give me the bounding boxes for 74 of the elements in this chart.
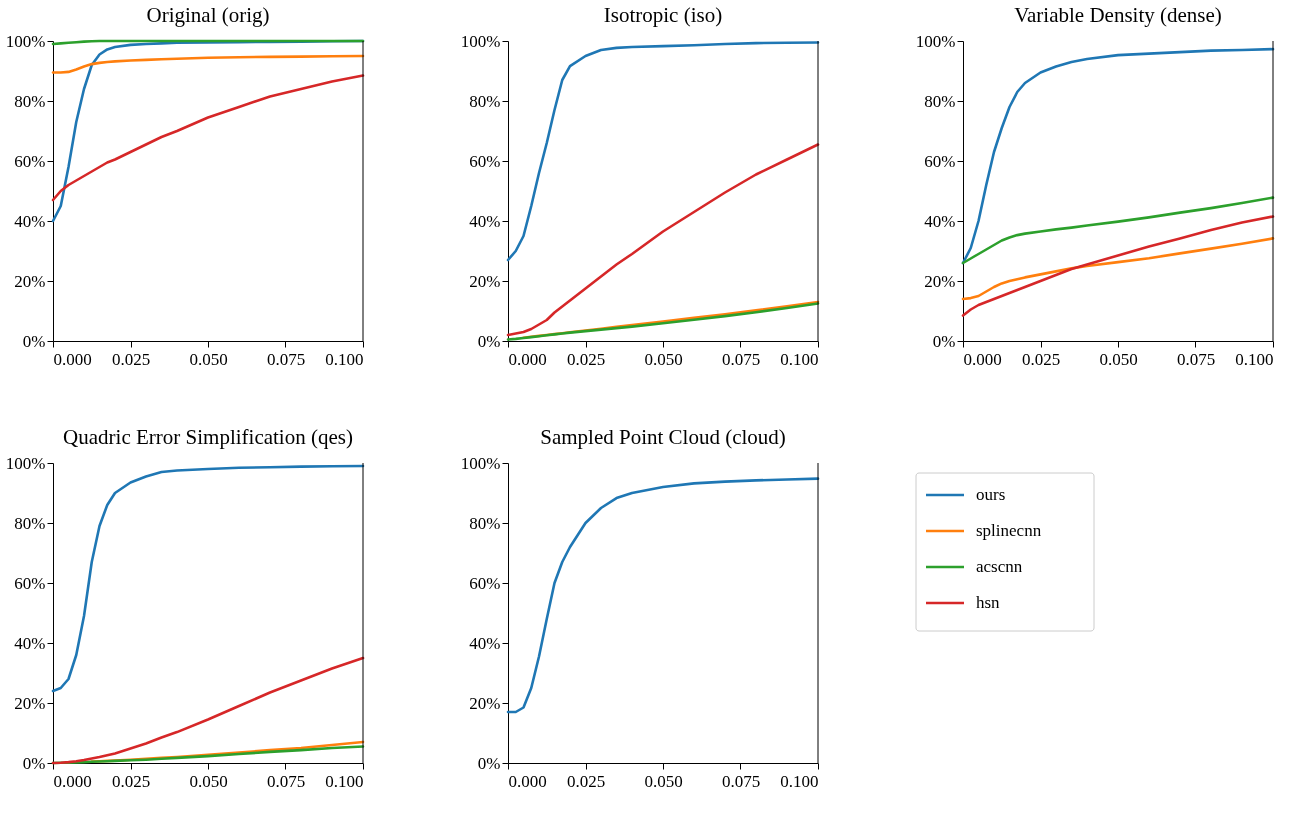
x-tick-label: 0.000 (53, 771, 92, 791)
y-tick-label: 0% (22, 753, 46, 773)
y-tick-label: 100% (915, 31, 956, 51)
line-series (961, 237, 1275, 301)
y-tick-label: 100% (460, 453, 501, 473)
y-tick-label: 80% (469, 513, 501, 533)
y-tick-label: 40% (14, 633, 46, 653)
y-tick-label: 0% (22, 331, 46, 351)
x-tick-label: 0.025 (111, 771, 151, 791)
x-tick-label: 0.050 (644, 349, 683, 369)
y-tick-label: 60% (469, 573, 501, 593)
y-tick-label: 60% (14, 573, 46, 593)
x-tick-label: 0.025 (566, 349, 606, 369)
line-series (51, 464, 365, 693)
y-tick-label: 60% (469, 151, 501, 171)
y-tick-label: 20% (469, 271, 501, 291)
y-tick-label: 20% (469, 693, 501, 713)
line-series (506, 143, 820, 337)
x-tick-label: 0.075 (266, 771, 306, 791)
x-tick-label: 0.050 (644, 771, 683, 791)
y-tick-label: 100% (5, 453, 46, 473)
x-tick-label: 0.000 (53, 349, 92, 369)
line-series (51, 74, 365, 202)
legend-label: acscnn (976, 557, 1023, 576)
x-tick-label: 0.100 (780, 349, 819, 369)
y-tick-label: 20% (924, 271, 956, 291)
x-tick-label: 0.050 (1099, 349, 1138, 369)
x-tick-label: 0.100 (325, 771, 364, 791)
line-series (961, 196, 1275, 265)
y-tick-label: 60% (14, 151, 46, 171)
x-tick-label: 0.000 (508, 349, 547, 369)
chart-title: Variable Density (dense) (1014, 3, 1222, 27)
legend-label: splinecnn (976, 521, 1042, 540)
y-tick-label: 40% (924, 211, 956, 231)
x-tick-label: 0.050 (189, 349, 228, 369)
x-tick-label: 0.075 (721, 771, 761, 791)
y-tick-label: 0% (477, 753, 501, 773)
y-tick-label: 60% (924, 151, 956, 171)
y-tick-label: 100% (5, 31, 46, 51)
x-tick-label: 0.000 (508, 771, 547, 791)
x-tick-label: 0.000 (963, 349, 1002, 369)
line-series (506, 477, 820, 714)
y-tick-label: 20% (14, 693, 46, 713)
line-series (961, 215, 1275, 317)
y-tick-label: 80% (14, 91, 46, 111)
legend-label: hsn (976, 593, 1001, 612)
line-series (506, 41, 820, 262)
y-tick-label: 0% (477, 331, 501, 351)
x-tick-label: 0.100 (780, 771, 819, 791)
x-tick-label: 0.075 (1176, 349, 1216, 369)
chart-title: Quadric Error Simplification (qes) (63, 425, 353, 449)
y-tick-label: 0% (932, 331, 956, 351)
legend-label: ours (976, 485, 1006, 504)
y-tick-label: 80% (14, 513, 46, 533)
x-tick-label: 0.025 (1021, 349, 1061, 369)
line-series (51, 54, 365, 74)
x-tick-label: 0.075 (266, 349, 306, 369)
y-tick-label: 20% (14, 271, 46, 291)
x-tick-label: 0.050 (189, 771, 228, 791)
x-tick-label: 0.025 (566, 771, 606, 791)
chart-title: Original (orig) (146, 3, 270, 27)
y-tick-label: 40% (14, 211, 46, 231)
x-tick-label: 0.100 (325, 349, 364, 369)
chart-title: Sampled Point Cloud (cloud) (540, 425, 786, 449)
line-series (961, 47, 1275, 265)
x-tick-label: 0.025 (111, 349, 151, 369)
x-tick-label: 0.075 (721, 349, 761, 369)
y-tick-label: 80% (469, 91, 501, 111)
y-tick-label: 80% (924, 91, 956, 111)
x-tick-label: 0.100 (1235, 349, 1274, 369)
y-tick-label: 40% (469, 633, 501, 653)
y-tick-label: 40% (469, 211, 501, 231)
y-tick-label: 100% (460, 31, 501, 51)
chart-title: Isotropic (iso) (603, 3, 723, 27)
